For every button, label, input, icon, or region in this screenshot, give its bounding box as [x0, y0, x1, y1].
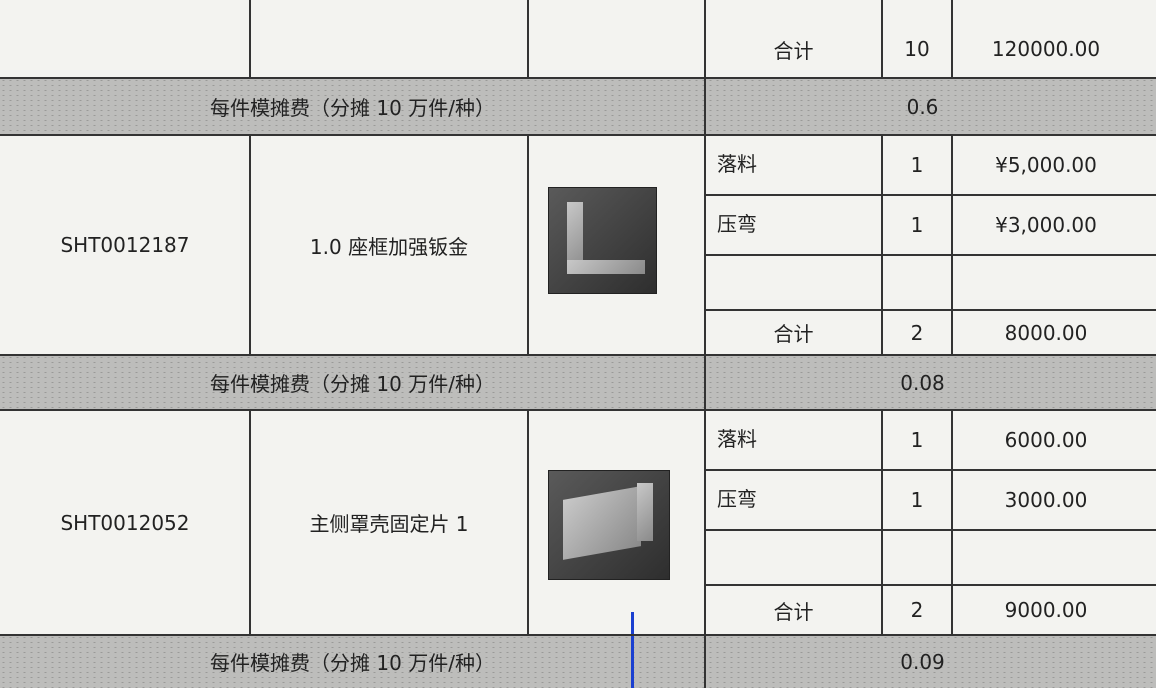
total-cost: 8000.00	[1004, 320, 1088, 345]
rule	[0, 354, 1156, 356]
fee-label: 每件模摊费（分摊 10 万件/种）	[210, 372, 495, 396]
part-photo	[548, 187, 657, 294]
process-cost: ¥5,000.00	[995, 153, 1097, 177]
total-label: 合计	[773, 322, 814, 346]
process-name: 压弯	[717, 486, 757, 511]
total-qty: 2	[910, 598, 924, 622]
rule	[951, 0, 953, 78]
rule	[951, 410, 953, 635]
part-code: SHT0012052	[60, 510, 190, 535]
rule	[705, 469, 1156, 471]
rule	[249, 0, 251, 78]
process-qty: 1	[910, 153, 924, 177]
process-qty: 1	[910, 213, 924, 237]
rule	[881, 410, 883, 635]
part-name: 主侧罩壳固定片 1	[309, 512, 469, 536]
process-cost: 6000.00	[1004, 428, 1088, 452]
process-qty: 1	[910, 428, 924, 452]
fee-band	[0, 355, 1156, 410]
rule	[0, 134, 1156, 136]
part-photo	[548, 470, 670, 580]
rule	[704, 410, 706, 635]
process-qty: 1	[910, 488, 924, 512]
total-qty: 2	[910, 320, 924, 345]
rule	[527, 0, 529, 78]
total-label: 合计	[773, 38, 814, 63]
process-name: 压弯	[717, 211, 757, 236]
rule	[0, 409, 1156, 411]
fee-value: 0.08	[900, 370, 945, 395]
rule	[0, 77, 1156, 79]
rule	[705, 254, 1156, 256]
process-cost: 3000.00	[1004, 488, 1088, 512]
process-cost: ¥3,000.00	[995, 213, 1097, 237]
rule	[704, 355, 706, 410]
rule	[527, 410, 529, 635]
total-qty: 10	[904, 37, 930, 61]
fee-value: 0.09	[900, 649, 945, 674]
process-name: 落料	[717, 151, 757, 176]
total-label: 合计	[773, 599, 814, 624]
rule	[527, 135, 529, 355]
rule	[704, 635, 706, 688]
fee-value: 0.6	[906, 94, 939, 119]
rule	[0, 634, 1156, 636]
part-name: 1.0 座框加强钣金	[309, 234, 469, 259]
rule	[705, 529, 1156, 531]
rule	[881, 0, 883, 78]
total-cost: 9000.00	[1004, 598, 1088, 622]
rule	[704, 78, 706, 135]
rule	[705, 309, 1156, 311]
rule	[704, 135, 706, 355]
process-name: 落料	[717, 426, 757, 451]
rule	[705, 584, 1156, 586]
total-cost: 120000.00	[991, 37, 1101, 61]
rule	[951, 135, 953, 355]
rule	[705, 194, 1156, 196]
pen-mark	[631, 612, 634, 688]
part-code: SHT0012187	[60, 233, 190, 257]
rule	[704, 0, 706, 78]
fee-band	[0, 635, 1156, 688]
fee-label: 每件模摊费（分摊 10 万件/种）	[210, 651, 495, 675]
rule	[249, 135, 251, 355]
rule	[249, 410, 251, 635]
rule	[881, 135, 883, 355]
fee-band	[0, 78, 1156, 135]
fee-label: 每件模摊费（分摊 10 万件/种）	[210, 96, 495, 120]
